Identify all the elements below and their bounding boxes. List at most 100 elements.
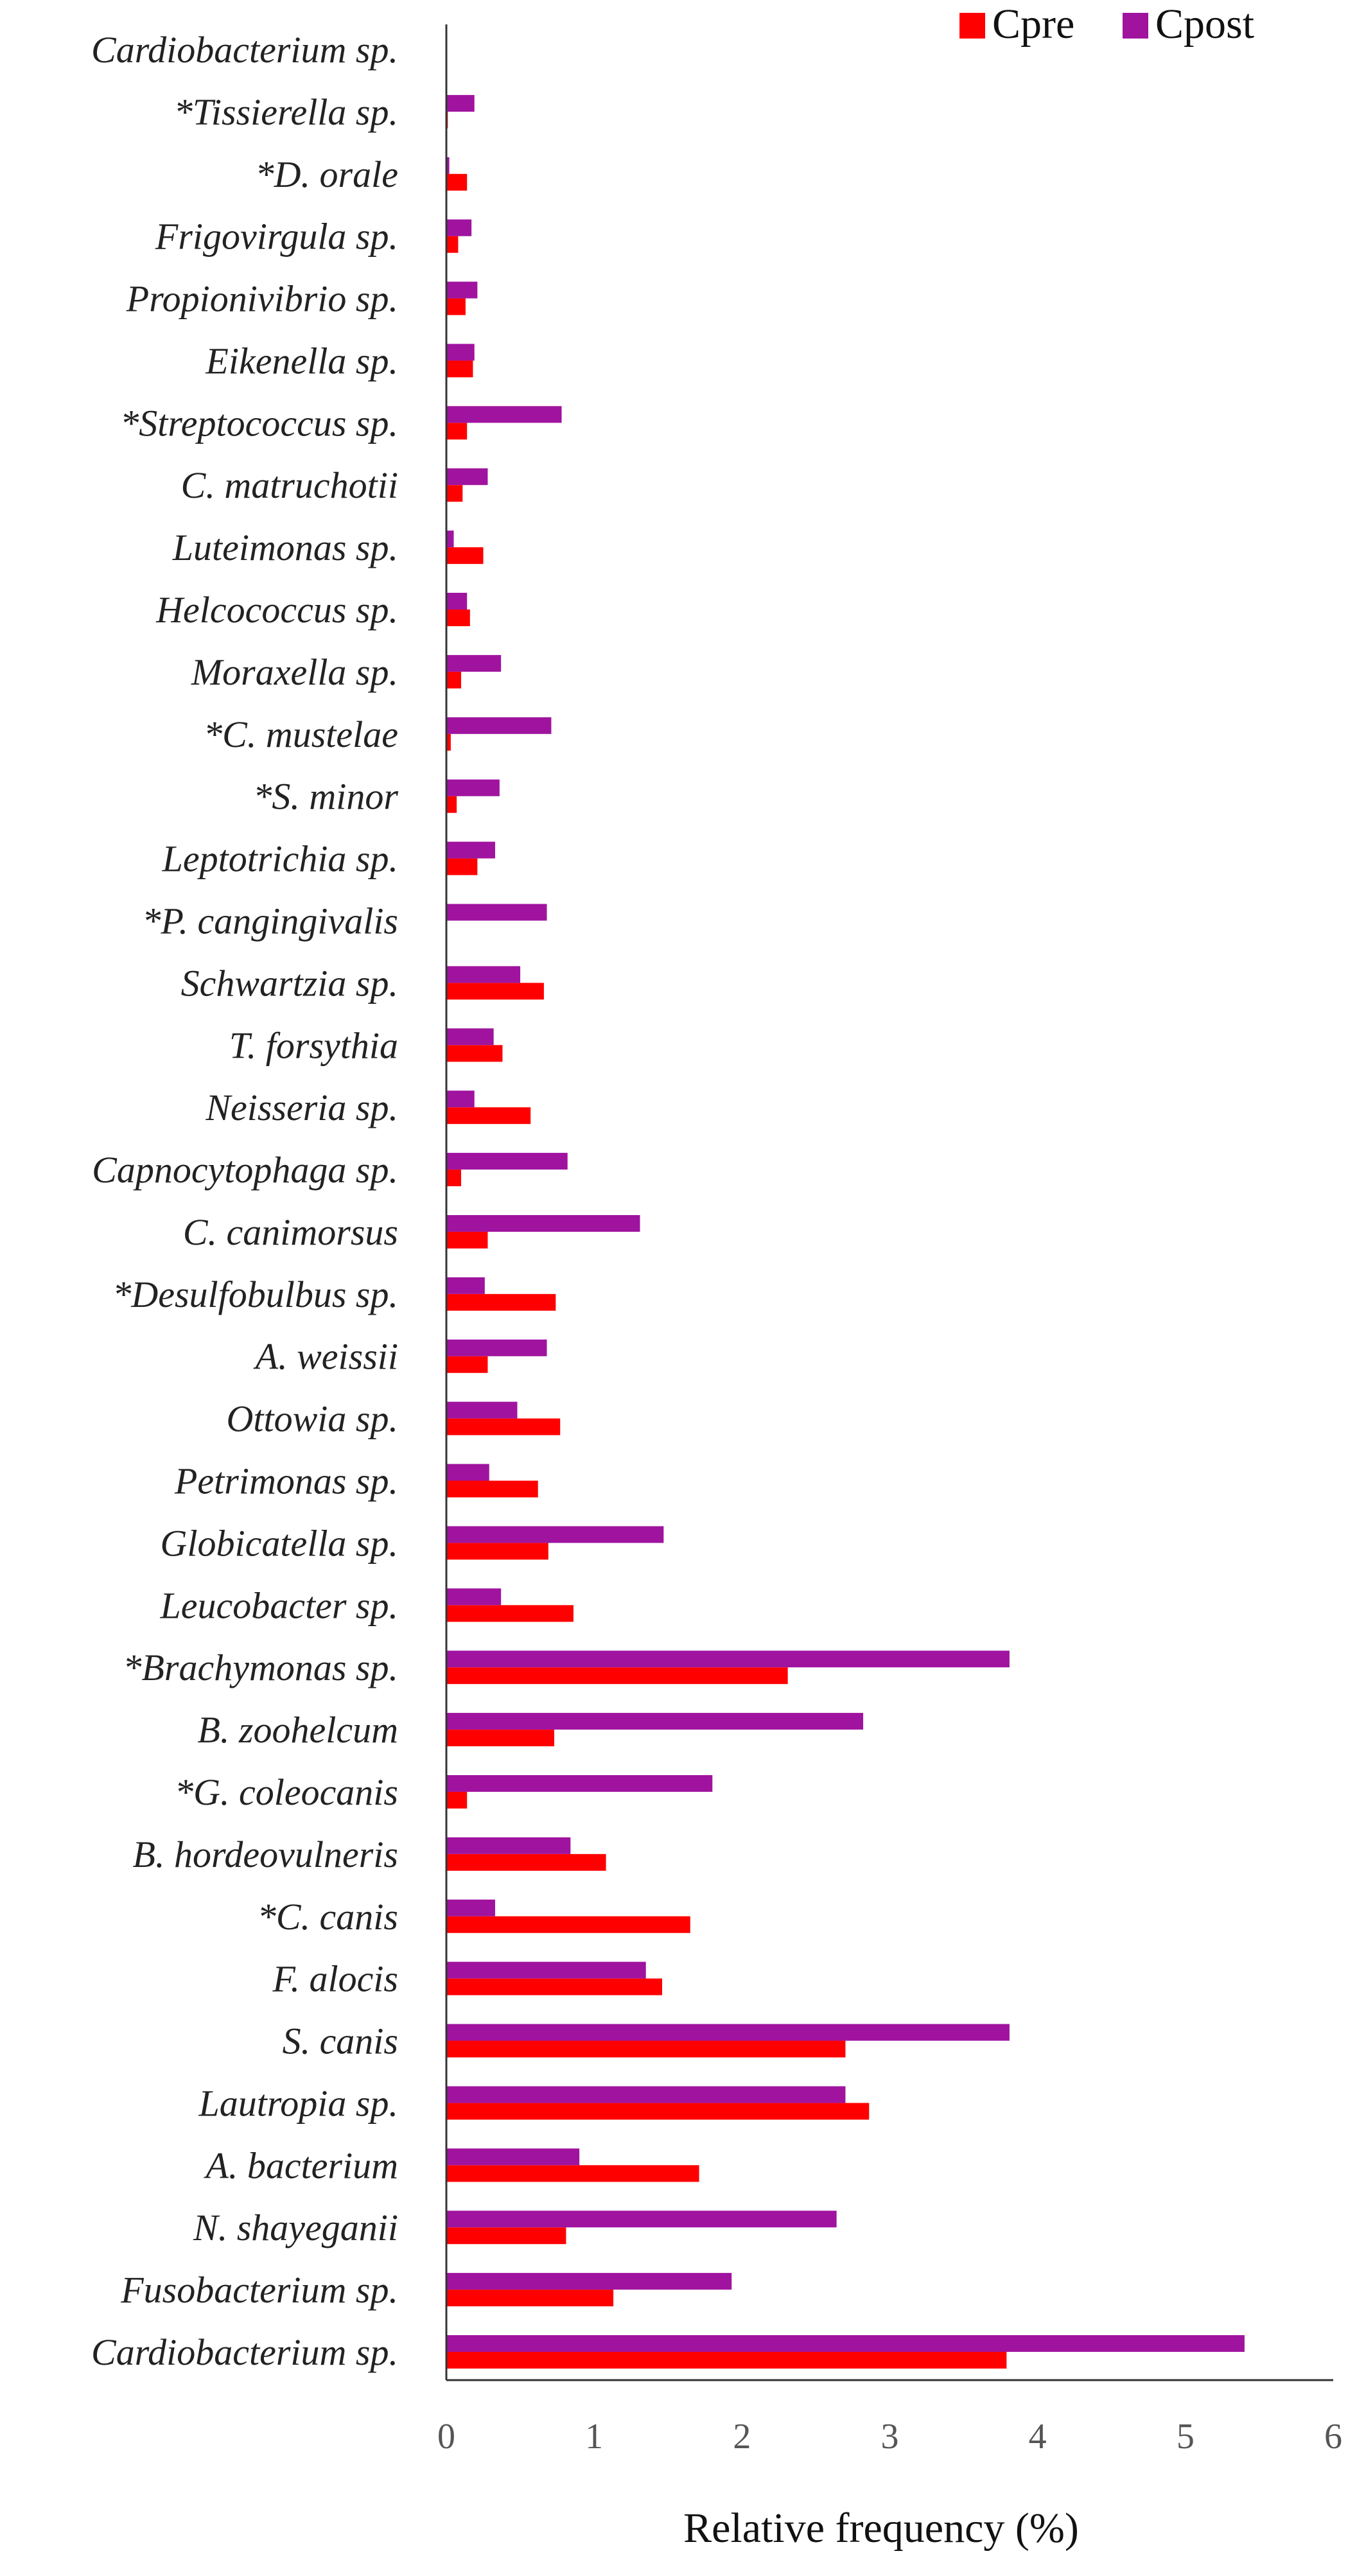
category-label-frigovirgula-sp-3: Frigovirgula sp. (155, 216, 398, 258)
category-label-a-bacterium-34: A. bacterium (203, 2144, 398, 2186)
bar-cpre-a-weissii-21 (446, 1356, 488, 1373)
category-label-schwartzia-sp-15: Schwartzia sp. (181, 962, 398, 1004)
bar-cpost-tissierella-sp-1 (446, 94, 475, 112)
bar-cpre-globicatella-sp-24 (446, 1543, 548, 1560)
category-label-eikenella-sp-5: Eikenella sp. (205, 340, 398, 381)
bar-cpost-f-alocis-31 (446, 1961, 646, 1979)
bar-cpre-t-forsythia-16 (446, 1045, 503, 1062)
bar-cpost-a-bacterium-34 (446, 2148, 580, 2166)
category-label-c-canis-30: *C. canis (258, 1896, 398, 1938)
category-label-lautropia-sp-33: Lautropia sp. (198, 2082, 398, 2124)
bar-cpre-c-canimorsus-19 (446, 1231, 488, 1249)
bar-cpre-propionivibrio-sp-4 (446, 298, 466, 315)
x-tick-label-4: 4 (1029, 2417, 1047, 2457)
bar-cpost-c-mustelae-11 (446, 717, 552, 734)
bar-cpost-c-canimorsus-19 (446, 1214, 640, 1232)
bar-cpost-luteimonas-sp-8 (446, 530, 454, 548)
bar-cpost-helcococcus-sp-9 (446, 593, 468, 610)
bar-cpost-c-matruchotii-7 (446, 468, 488, 486)
bar-cpost-schwartzia-sp-15 (446, 966, 521, 983)
bar-cpre-capnocytophaga-sp-18 (446, 1170, 462, 1187)
bar-cpost-neisseria-sp-17 (446, 1091, 475, 1108)
bar-cpost-brachymonas-sp-26 (446, 1651, 1010, 1668)
x-tick-label-5: 5 (1177, 2417, 1195, 2457)
legend: Cpre Cpost (959, 1, 1254, 48)
x-tick-label-0: 0 (437, 2417, 455, 2457)
x-tick-label-3: 3 (881, 2417, 899, 2457)
bar-cpre-cardiobacterium-sp-37 (446, 2352, 1007, 2369)
bar-cpost-leptotrichia-sp-13 (446, 841, 495, 859)
bars-layer (446, 94, 1245, 2369)
bar-cpre-fusobacterium-sp-36 (446, 2290, 614, 2307)
bar-cpost-a-weissii-21 (446, 1339, 547, 1356)
category-label-brachymonas-sp-26: *Brachymonas sp. (123, 1647, 398, 1688)
bar-cpost-desulfobulbus-sp-20 (446, 1277, 485, 1294)
category-label-p-cangingivalis-14: *P. cangingivalis (143, 900, 398, 942)
x-tick-label-2: 2 (733, 2417, 751, 2457)
category-label-moraxella-sp-10: Moraxella sp. (191, 651, 398, 693)
bar-cpre-a-bacterium-34 (446, 2165, 699, 2182)
bar-cpre-luteimonas-sp-8 (446, 547, 484, 565)
category-label-leucobacter-sp-25: Leucobacter sp. (160, 1584, 399, 1626)
legend-swatch-cpost (1123, 13, 1148, 39)
bar-cpost-d-orale-2 (446, 157, 450, 174)
bar-cpost-b-zoohelcum-27 (446, 1713, 864, 1730)
bar-cpost-b-hordeovulneris-29 (446, 1837, 571, 1854)
legend-label-cpost: Cpost (1155, 1, 1254, 48)
category-label-helcococcus-sp-9: Helcococcus sp. (155, 589, 398, 631)
bar-cpost-ottowia-sp-22 (446, 1401, 518, 1419)
bar-cpre-helcococcus-sp-9 (446, 609, 470, 627)
legend-label-cpre: Cpre (992, 1, 1074, 48)
bar-cpre-c-mustelae-11 (446, 733, 451, 751)
bar-cpre-c-canis-30 (446, 1916, 690, 1933)
category-label-d-orale-2: *D. orale (256, 153, 398, 195)
bar-cpre-frigovirgula-sp-3 (446, 236, 459, 253)
bar-cpost-cardiobacterium-sp-37 (446, 2335, 1245, 2352)
category-label-fusobacterium-sp-36: Fusobacterium sp. (120, 2269, 398, 2311)
x-axis-title: Relative frequency (%) (683, 2505, 1079, 2552)
bar-cpre-leucobacter-sp-25 (446, 1605, 573, 1622)
bar-cpost-propionivibrio-sp-4 (446, 281, 478, 299)
bar-cpost-globicatella-sp-24 (446, 1526, 664, 1543)
category-label-t-forsythia-16: T. forsythia (229, 1024, 398, 1066)
bar-cpre-desulfobulbus-sp-20 (446, 1293, 556, 1311)
bar-cpost-g-coleocanis-28 (446, 1774, 713, 1792)
bar-cpre-streptococcus-sp-6 (446, 423, 468, 440)
category-labels: Cardiobacterium sp. *Tissierella sp. *D. o… (91, 29, 398, 2373)
bar-cpost-leucobacter-sp-25 (446, 1588, 502, 1606)
category-label-s-canis-32: S. canis (283, 2020, 398, 2062)
bar-cpost-moraxella-sp-10 (446, 654, 502, 672)
x-tick-label-1: 1 (585, 2417, 603, 2457)
category-label-globicatella-sp-24: Globicatella sp. (160, 1522, 398, 1564)
category-label-f-alocis-31: F. alocis (272, 1958, 399, 2000)
bar-cpost-eikenella-sp-5 (446, 344, 475, 361)
bar-cpre-lautropia-sp-33 (446, 2103, 870, 2120)
bar-cpost-frigovirgula-sp-3 (446, 219, 472, 236)
bar-cpre-d-orale-2 (446, 173, 468, 191)
category-label-desulfobulbus-sp-20: *Desulfobulbus sp. (112, 1274, 398, 1315)
bar-cpre-c-matruchotii-7 (446, 485, 463, 502)
category-label-b-hordeovulneris-29: B. hordeovulneris (133, 1834, 398, 1875)
bar-cpre-moraxella-sp-10 (446, 671, 462, 688)
category-label-streptococcus-sp-6: *Streptococcus sp. (120, 402, 398, 444)
category-label-n-shayeganii-35: N. shayeganii (193, 2207, 398, 2248)
bar-cpre-petrimonas-sp-23 (446, 1480, 538, 1498)
category-label-cardiobacterium-sp-37: Cardiobacterium sp. (91, 2331, 398, 2373)
x-tick-label-6: 6 (1324, 2417, 1342, 2457)
category-label-c-mustelae-11: *C. mustelae (204, 714, 398, 755)
bar-cpre-ottowia-sp-22 (446, 1418, 561, 1435)
category-label-g-coleocanis-28: *G. coleocanis (175, 1771, 398, 1813)
bar-cpre-neisseria-sp-17 (446, 1107, 531, 1125)
category-label-capnocytophaga-sp-18: Capnocytophaga sp. (92, 1149, 398, 1191)
category-label-propionivibrio-sp-4: Propionivibrio sp. (126, 278, 398, 320)
bar-cpre-g-coleocanis-28 (446, 1791, 468, 1809)
bar-cpre-s-canis-32 (446, 2040, 846, 2058)
bar-cpre-n-shayeganii-35 (446, 2227, 566, 2245)
category-label-luteimonas-sp-8: Luteimonas sp. (172, 527, 398, 568)
bar-cpre-b-hordeovulneris-29 (446, 1853, 606, 1871)
legend-swatch-cpre (959, 13, 985, 39)
bar-cpre-schwartzia-sp-15 (446, 983, 544, 1000)
bar-cpost-fusobacterium-sp-36 (446, 2273, 732, 2290)
bar-cpre-b-zoohelcum-27 (446, 1730, 555, 1747)
